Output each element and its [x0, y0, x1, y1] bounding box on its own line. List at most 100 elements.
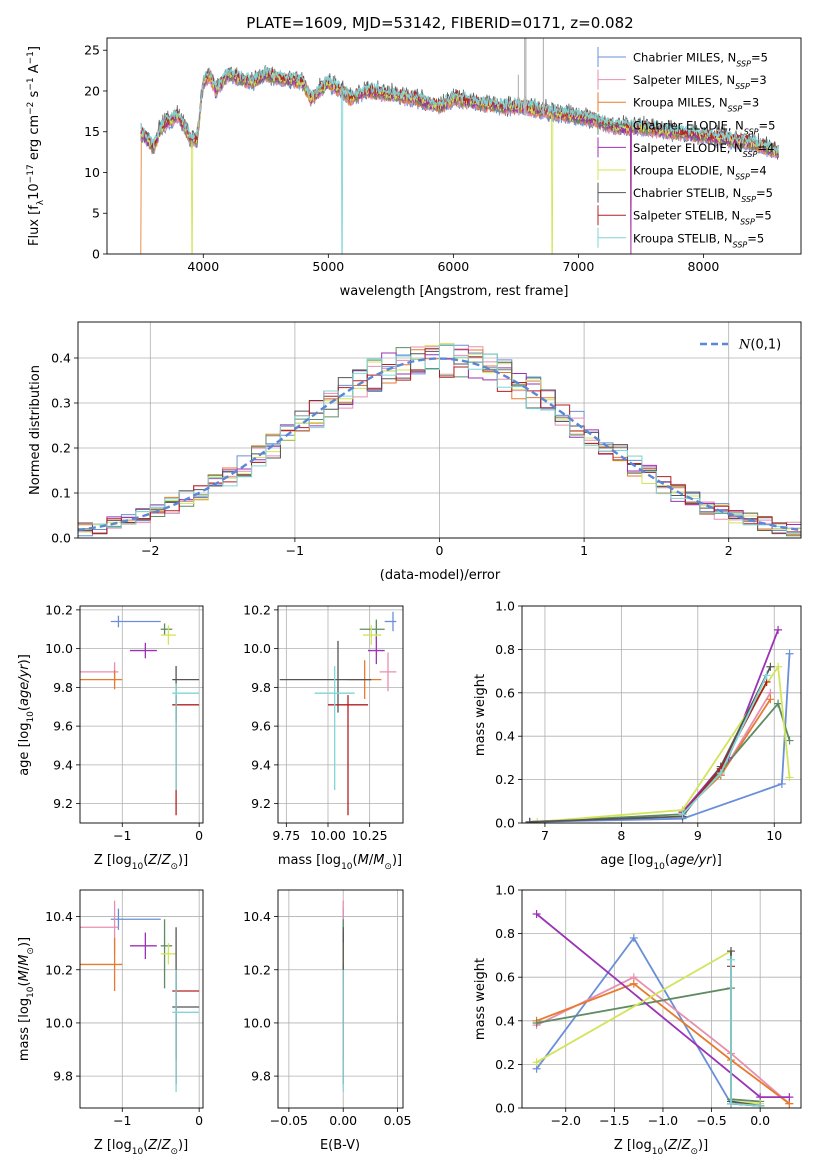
- weight-marker: [766, 695, 775, 704]
- y-axis-label: mass weight: [473, 674, 488, 756]
- y-tick-label: 9.8: [251, 1069, 271, 1084]
- grid-age_vs_mass: [278, 606, 403, 823]
- axes-frame: [521, 889, 802, 1109]
- y-tick-label: 9.8: [53, 680, 73, 695]
- x-tick-label: 9: [694, 828, 702, 843]
- legend-entry: Kroupa STELIB, NSSP=5: [633, 231, 764, 249]
- y-tick-label: 0.1: [51, 486, 71, 501]
- y-tick-label: 0.8: [495, 642, 515, 657]
- chart-weight_vs_age: 7 8 9 10 0.0 0.2 0.4 0.6 0.8 1.0: [495, 599, 802, 843]
- plot-area-age_vs_Z: [80, 615, 200, 816]
- x-tick-label: 10: [766, 828, 782, 843]
- y-tick-label: 25: [84, 43, 100, 58]
- y-axis-label: Flux [fλ10−17 erg cm−2 s−1 A−1]: [26, 46, 46, 246]
- x-tick-label: 7000: [563, 259, 595, 274]
- legend: Chabrier MILES, NSSP=5 Salpeter MILES, NS…: [597, 47, 775, 249]
- weight-marker: [756, 1101, 765, 1108]
- weight-marker: [785, 773, 794, 782]
- x-tick-label: −1.0: [648, 1113, 678, 1128]
- weight-line-0: [535, 936, 761, 1107]
- x-tick-label: 5000: [312, 259, 344, 274]
- axes-frame: [521, 605, 802, 824]
- weight-marker: [629, 979, 638, 988]
- weight-marker: [532, 1058, 541, 1067]
- weight-marker: [785, 736, 794, 745]
- y-tick-label: 10.4: [243, 909, 271, 924]
- weight-marker: [727, 955, 736, 964]
- x-tick-label: 1: [580, 543, 588, 558]
- x-tick-label: −2: [141, 543, 159, 558]
- x-axis-label: wavelength [Angstrom, rest frame]: [340, 284, 569, 299]
- legend-entry: Salpeter ELODIE, NSSP=4: [633, 141, 774, 159]
- x-axis-label: (data-model)/error: [380, 568, 501, 583]
- chart-spectrum: 4000 5000 6000 7000 8000 0 5 10 15 20 25: [84, 37, 802, 274]
- axes-frame: [277, 889, 404, 1109]
- x-tick-label: −2.0: [551, 1113, 581, 1128]
- grid-mass_vs_EBV: [278, 890, 403, 1108]
- grid-age_vs_Z: [80, 606, 203, 823]
- legend: N(0,1): [700, 338, 781, 353]
- plot-area-spectrum: [140, 38, 779, 254]
- x-axis-label: age [log10(age/yr)]: [600, 853, 722, 872]
- y-tick-label: 10.2: [243, 962, 271, 977]
- chart-age_vs_Z: −1 0 9.2 9.4 9.6 9.8 10.0 10.2: [45, 602, 204, 843]
- chart-weight_vs_Z: −2.0 −1.5 −1.0 −0.5 0.0 0.0 0.2 0.4 0.6 0.8 1.0: [495, 883, 802, 1128]
- y-tick-label: 0.6: [495, 970, 515, 985]
- x-axis-label: mass [log10(M/M⊙)]: [278, 853, 402, 872]
- weight-marker: [727, 1099, 736, 1108]
- x-tick-label: 9.75: [272, 828, 300, 843]
- y-tick-label: 9.4: [53, 757, 73, 772]
- x-tick-label: 0: [436, 543, 444, 558]
- spectrum-line-8: [140, 65, 779, 254]
- legend-entry: Salpeter MILES, NSSP=3: [633, 73, 767, 91]
- y-axis-label: mass weight: [473, 958, 488, 1040]
- y-tick-label: 10.0: [243, 641, 271, 656]
- legend-entry: Chabrier ELODIE, NSSP=5: [633, 118, 775, 136]
- weight-marker: [532, 909, 541, 918]
- weight-marker: [762, 671, 771, 680]
- y-tick-label: 15: [84, 124, 100, 139]
- legend-entry: Chabrier STELIB, NSSP=5: [633, 186, 773, 204]
- weight-marker: [716, 769, 725, 778]
- axes-frame: [277, 605, 404, 824]
- chart-mass_vs_EBV: −0.05 0.00 0.05 9.8 10.0 10.2 10.4: [243, 889, 411, 1128]
- x-tick-label: 0.0: [750, 1113, 770, 1128]
- legend-entry: Salpeter STELIB, NSSP=5: [633, 209, 772, 227]
- plot-area-weight_vs_Z: [532, 909, 794, 1108]
- figure-title: PLATE=1609, MJD=53142, FIBERID=0171, z=0…: [246, 14, 633, 32]
- y-tick-label: 9.6: [53, 719, 73, 734]
- weight-line-0: [529, 653, 791, 823]
- x-tick-label: 8000: [688, 259, 720, 274]
- weight-line-1: [681, 692, 772, 813]
- y-tick-label: 0.0: [495, 1101, 515, 1116]
- y-tick-label: 5: [92, 206, 100, 221]
- y-tick-label: 10.0: [45, 641, 73, 656]
- y-tick-label: 10.4: [45, 909, 73, 924]
- weight-line-3: [529, 701, 791, 823]
- axes-frame: [79, 605, 204, 824]
- y-tick-label: 20: [84, 83, 100, 98]
- y-tick-label: 0.4: [51, 351, 71, 366]
- weight-line-2: [536, 982, 790, 1105]
- x-tick-label: −1: [113, 1113, 131, 1128]
- y-tick-label: 0.8: [495, 926, 515, 941]
- chart-residuals: −2 −1 0 1 2 0.0 0.1 0.2 0.3 0.4: [51, 321, 802, 558]
- weight-marker: [785, 1093, 794, 1102]
- weight-line-8: [730, 959, 761, 1107]
- x-tick-label: 7: [541, 828, 549, 843]
- x-tick-label: −1: [286, 543, 304, 558]
- legend-entry: Kroupa MILES, NSSP=3: [633, 96, 759, 114]
- y-axis-label: mass [log10(M/M⊙)]: [17, 937, 36, 1061]
- weight-marker: [678, 810, 687, 819]
- y-tick-label: 10: [84, 165, 100, 180]
- legend-entry: N(0,1): [738, 338, 781, 353]
- x-tick-label: 10.00: [310, 828, 346, 843]
- plot-area-mass_vs_Z: [80, 900, 200, 1093]
- x-tick-label: 0: [195, 828, 203, 843]
- x-tick-label: 10.25: [352, 828, 388, 843]
- y-tick-label: 1.0: [495, 599, 515, 614]
- y-tick-label: 0.4: [495, 729, 515, 744]
- x-tick-label: 2: [725, 543, 733, 558]
- x-tick-label: 0: [195, 1113, 203, 1128]
- weight-marker: [727, 947, 736, 956]
